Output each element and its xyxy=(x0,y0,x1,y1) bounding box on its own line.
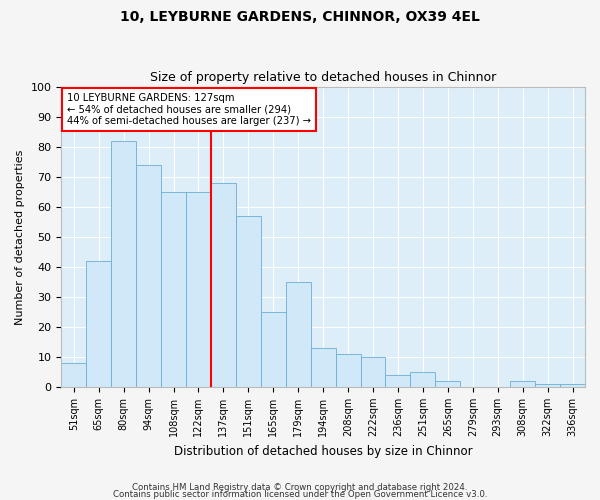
Bar xyxy=(385,375,410,387)
Text: Contains HM Land Registry data © Crown copyright and database right 2024.: Contains HM Land Registry data © Crown c… xyxy=(132,484,468,492)
Text: 10, LEYBURNE GARDENS, CHINNOR, OX39 4EL: 10, LEYBURNE GARDENS, CHINNOR, OX39 4EL xyxy=(120,10,480,24)
Bar xyxy=(335,354,361,387)
Bar xyxy=(236,216,261,387)
Title: Size of property relative to detached houses in Chinnor: Size of property relative to detached ho… xyxy=(150,72,496,85)
Bar xyxy=(361,357,385,387)
Bar xyxy=(436,381,460,387)
X-axis label: Distribution of detached houses by size in Chinnor: Distribution of detached houses by size … xyxy=(174,444,472,458)
Y-axis label: Number of detached properties: Number of detached properties xyxy=(15,150,25,324)
Bar xyxy=(111,141,136,387)
Bar xyxy=(286,282,311,387)
Bar xyxy=(86,261,111,387)
Bar xyxy=(186,192,211,387)
Text: Contains public sector information licensed under the Open Government Licence v3: Contains public sector information licen… xyxy=(113,490,487,499)
Bar xyxy=(535,384,560,387)
Text: 10 LEYBURNE GARDENS: 127sqm
← 54% of detached houses are smaller (294)
44% of se: 10 LEYBURNE GARDENS: 127sqm ← 54% of det… xyxy=(67,93,311,126)
Bar xyxy=(560,384,585,387)
Bar xyxy=(136,165,161,387)
Bar xyxy=(510,381,535,387)
Bar xyxy=(410,372,436,387)
Bar xyxy=(61,363,86,387)
Bar xyxy=(261,312,286,387)
Bar xyxy=(311,348,335,387)
Bar xyxy=(161,192,186,387)
Bar xyxy=(211,183,236,387)
